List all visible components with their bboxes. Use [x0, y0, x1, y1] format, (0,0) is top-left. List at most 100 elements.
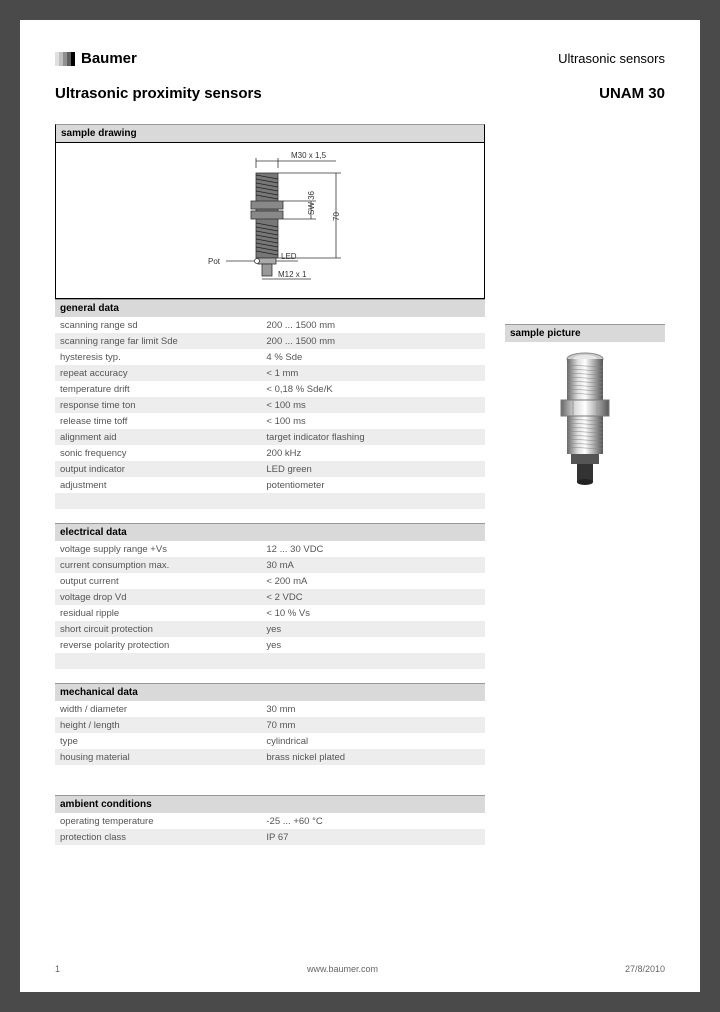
section-title: electrical data: [55, 524, 485, 541]
spec-value: 200 ... 1500 mm: [261, 333, 485, 349]
spec-value: [261, 845, 485, 861]
spec-label: [55, 653, 261, 669]
svg-text:LED: LED: [281, 252, 297, 261]
title-row: Ultrasonic proximity sensors UNAM 30: [55, 85, 665, 102]
data-table: voltage supply range +Vs12 ... 30 VDCcur…: [55, 541, 485, 669]
footer-date: 27/8/2010: [625, 964, 665, 974]
svg-text:M30 x 1,5: M30 x 1,5: [291, 151, 327, 160]
sample-picture-box: sample picture: [505, 324, 665, 507]
spec-value: < 2 VDC: [261, 589, 485, 605]
brand-name: Baumer: [81, 50, 137, 67]
right-column: sample picture: [505, 124, 665, 875]
table-row: release time toff< 100 ms: [55, 413, 485, 429]
data-section: ambient conditionsoperating temperature-…: [55, 795, 485, 861]
data-section: general datascanning range sd200 ... 150…: [55, 299, 485, 509]
datasheet-page: Baumer Ultrasonic sensors Ultrasonic pro…: [20, 20, 700, 992]
product-code: UNAM 30: [599, 85, 665, 102]
spec-label: adjustment: [55, 477, 261, 493]
spec-value: yes: [261, 637, 485, 653]
spec-value: < 100 ms: [261, 413, 485, 429]
header-category: Ultrasonic sensors: [558, 51, 665, 66]
data-sections: general datascanning range sd200 ... 150…: [55, 299, 485, 861]
spec-value: cylindrical: [261, 733, 485, 749]
data-table: operating temperature-25 ... +60 °Cprote…: [55, 813, 485, 861]
table-row: protection classIP 67: [55, 829, 485, 845]
spec-label: scanning range sd: [55, 317, 261, 333]
table-row: response time ton< 100 ms: [55, 397, 485, 413]
spec-label: [55, 765, 261, 781]
table-row: [55, 845, 485, 861]
sample-drawing-box: sample drawing: [55, 124, 485, 299]
spec-label: output indicator: [55, 461, 261, 477]
spec-value: [261, 765, 485, 781]
data-section: mechanical datawidth / diameter30 mmheig…: [55, 683, 485, 781]
brand-bars-icon: [55, 52, 75, 66]
table-row: width / diameter30 mm: [55, 701, 485, 717]
table-row: output indicatorLED green: [55, 461, 485, 477]
spec-label: [55, 493, 261, 509]
spec-value: 4 % Sde: [261, 349, 485, 365]
section-title: general data: [55, 300, 485, 317]
page-footer: 1 www.baumer.com 27/8/2010: [55, 964, 665, 974]
table-row: repeat accuracy< 1 mm: [55, 365, 485, 381]
spec-value: < 1 mm: [261, 365, 485, 381]
drawing-svg: M30 x 1,5 SW 36 70 Pot: [56, 143, 486, 291]
spec-label: housing material: [55, 749, 261, 765]
svg-text:M12 x 1: M12 x 1: [278, 270, 307, 279]
spec-value: -25 ... +60 °C: [261, 813, 485, 829]
left-column: sample drawing: [55, 124, 485, 875]
spec-value: potentiometer: [261, 477, 485, 493]
spec-label: reverse polarity protection: [55, 637, 261, 653]
sensor-svg: [545, 345, 625, 505]
table-row: housing materialbrass nickel plated: [55, 749, 485, 765]
spec-label: response time ton: [55, 397, 261, 413]
spec-value: [261, 493, 485, 509]
spec-value: [261, 653, 485, 669]
spec-value: LED green: [261, 461, 485, 477]
spec-label: hysteresis typ.: [55, 349, 261, 365]
footer-page: 1: [55, 964, 60, 974]
spec-label: protection class: [55, 829, 261, 845]
spec-label: repeat accuracy: [55, 365, 261, 381]
footer-url: www.baumer.com: [307, 964, 378, 974]
header-row: Baumer Ultrasonic sensors: [55, 50, 665, 67]
data-section: electrical datavoltage supply range +Vs1…: [55, 523, 485, 669]
svg-text:Pot: Pot: [208, 257, 221, 266]
table-row: typecylindrical: [55, 733, 485, 749]
page-title: Ultrasonic proximity sensors: [55, 85, 262, 102]
data-table: scanning range sd200 ... 1500 mmscanning…: [55, 317, 485, 509]
table-row: scanning range far limit Sde200 ... 1500…: [55, 333, 485, 349]
page-frame: Baumer Ultrasonic sensors Ultrasonic pro…: [0, 0, 720, 1012]
table-row: hysteresis typ.4 % Sde: [55, 349, 485, 365]
spec-label: voltage drop Vd: [55, 589, 261, 605]
spec-label: temperature drift: [55, 381, 261, 397]
section-title: mechanical data: [55, 684, 485, 701]
table-row: height / length70 mm: [55, 717, 485, 733]
table-row: alignment aidtarget indicator flashing: [55, 429, 485, 445]
table-row: temperature drift< 0,18 % Sde/K: [55, 381, 485, 397]
table-row: residual ripple< 10 % Vs: [55, 605, 485, 621]
spec-value: 30 mm: [261, 701, 485, 717]
svg-text:70: 70: [332, 212, 341, 221]
table-row: short circuit protectionyes: [55, 621, 485, 637]
spec-value: 12 ... 30 VDC: [261, 541, 485, 557]
brand-logo: Baumer: [55, 50, 137, 67]
spec-label: [55, 845, 261, 861]
svg-text:SW 36: SW 36: [307, 190, 316, 215]
table-row: operating temperature-25 ... +60 °C: [55, 813, 485, 829]
spec-label: residual ripple: [55, 605, 261, 621]
spec-value: 30 mA: [261, 557, 485, 573]
spec-value: < 10 % Vs: [261, 605, 485, 621]
technical-drawing: M30 x 1,5 SW 36 70 Pot: [56, 143, 484, 291]
spec-label: short circuit protection: [55, 621, 261, 637]
spec-value: < 100 ms: [261, 397, 485, 413]
table-row: [55, 653, 485, 669]
content-row: sample drawing: [55, 124, 665, 875]
table-row: current consumption max.30 mA: [55, 557, 485, 573]
spec-value: brass nickel plated: [261, 749, 485, 765]
table-row: [55, 765, 485, 781]
spec-value: 70 mm: [261, 717, 485, 733]
spec-value: < 200 mA: [261, 573, 485, 589]
spec-label: sonic frequency: [55, 445, 261, 461]
table-row: scanning range sd200 ... 1500 mm: [55, 317, 485, 333]
